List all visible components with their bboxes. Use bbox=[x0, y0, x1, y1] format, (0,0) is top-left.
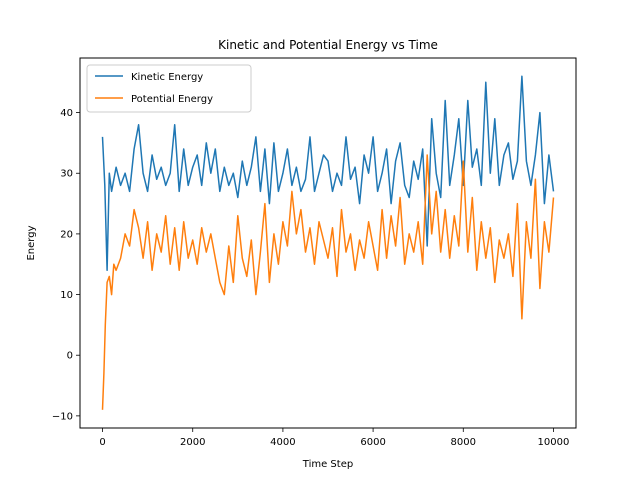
y-axis-label: Energy bbox=[26, 225, 37, 260]
legend: Kinetic Energy Potential Energy bbox=[86, 64, 252, 113]
legend-label-kinetic: Kinetic Energy bbox=[131, 72, 203, 83]
x-tick-label: 4000 bbox=[270, 437, 295, 448]
x-tick-label: 10000 bbox=[538, 437, 570, 448]
x-axis: 0 2000 4000 6000 8000 10000 bbox=[99, 428, 569, 448]
y-tick-label: 30 bbox=[60, 169, 73, 180]
series-line-kinetic-energy bbox=[101, 75, 555, 272]
axes-frame bbox=[79, 57, 577, 429]
y-tick-label: −10 bbox=[52, 411, 73, 422]
y-tick-label: 0 bbox=[67, 351, 73, 362]
legend-label-potential: Potential Energy bbox=[131, 94, 213, 105]
x-tick-label: 0 bbox=[99, 437, 105, 448]
y-axis: −10 0 10 20 30 40 bbox=[52, 108, 80, 422]
series-line-potential-energy bbox=[101, 154, 555, 410]
x-tick-label: 8000 bbox=[451, 437, 476, 448]
plot-area bbox=[101, 75, 555, 410]
x-tick-label: 2000 bbox=[180, 437, 205, 448]
y-tick-label: 40 bbox=[60, 108, 73, 119]
legend-box bbox=[86, 64, 252, 113]
x-tick-label: 6000 bbox=[360, 437, 385, 448]
x-axis-label: Time Step bbox=[302, 459, 353, 470]
chart-title: Kinetic and Potential Energy vs Time bbox=[218, 38, 438, 52]
y-tick-label: 20 bbox=[60, 229, 73, 240]
y-tick-label: 10 bbox=[60, 290, 73, 301]
